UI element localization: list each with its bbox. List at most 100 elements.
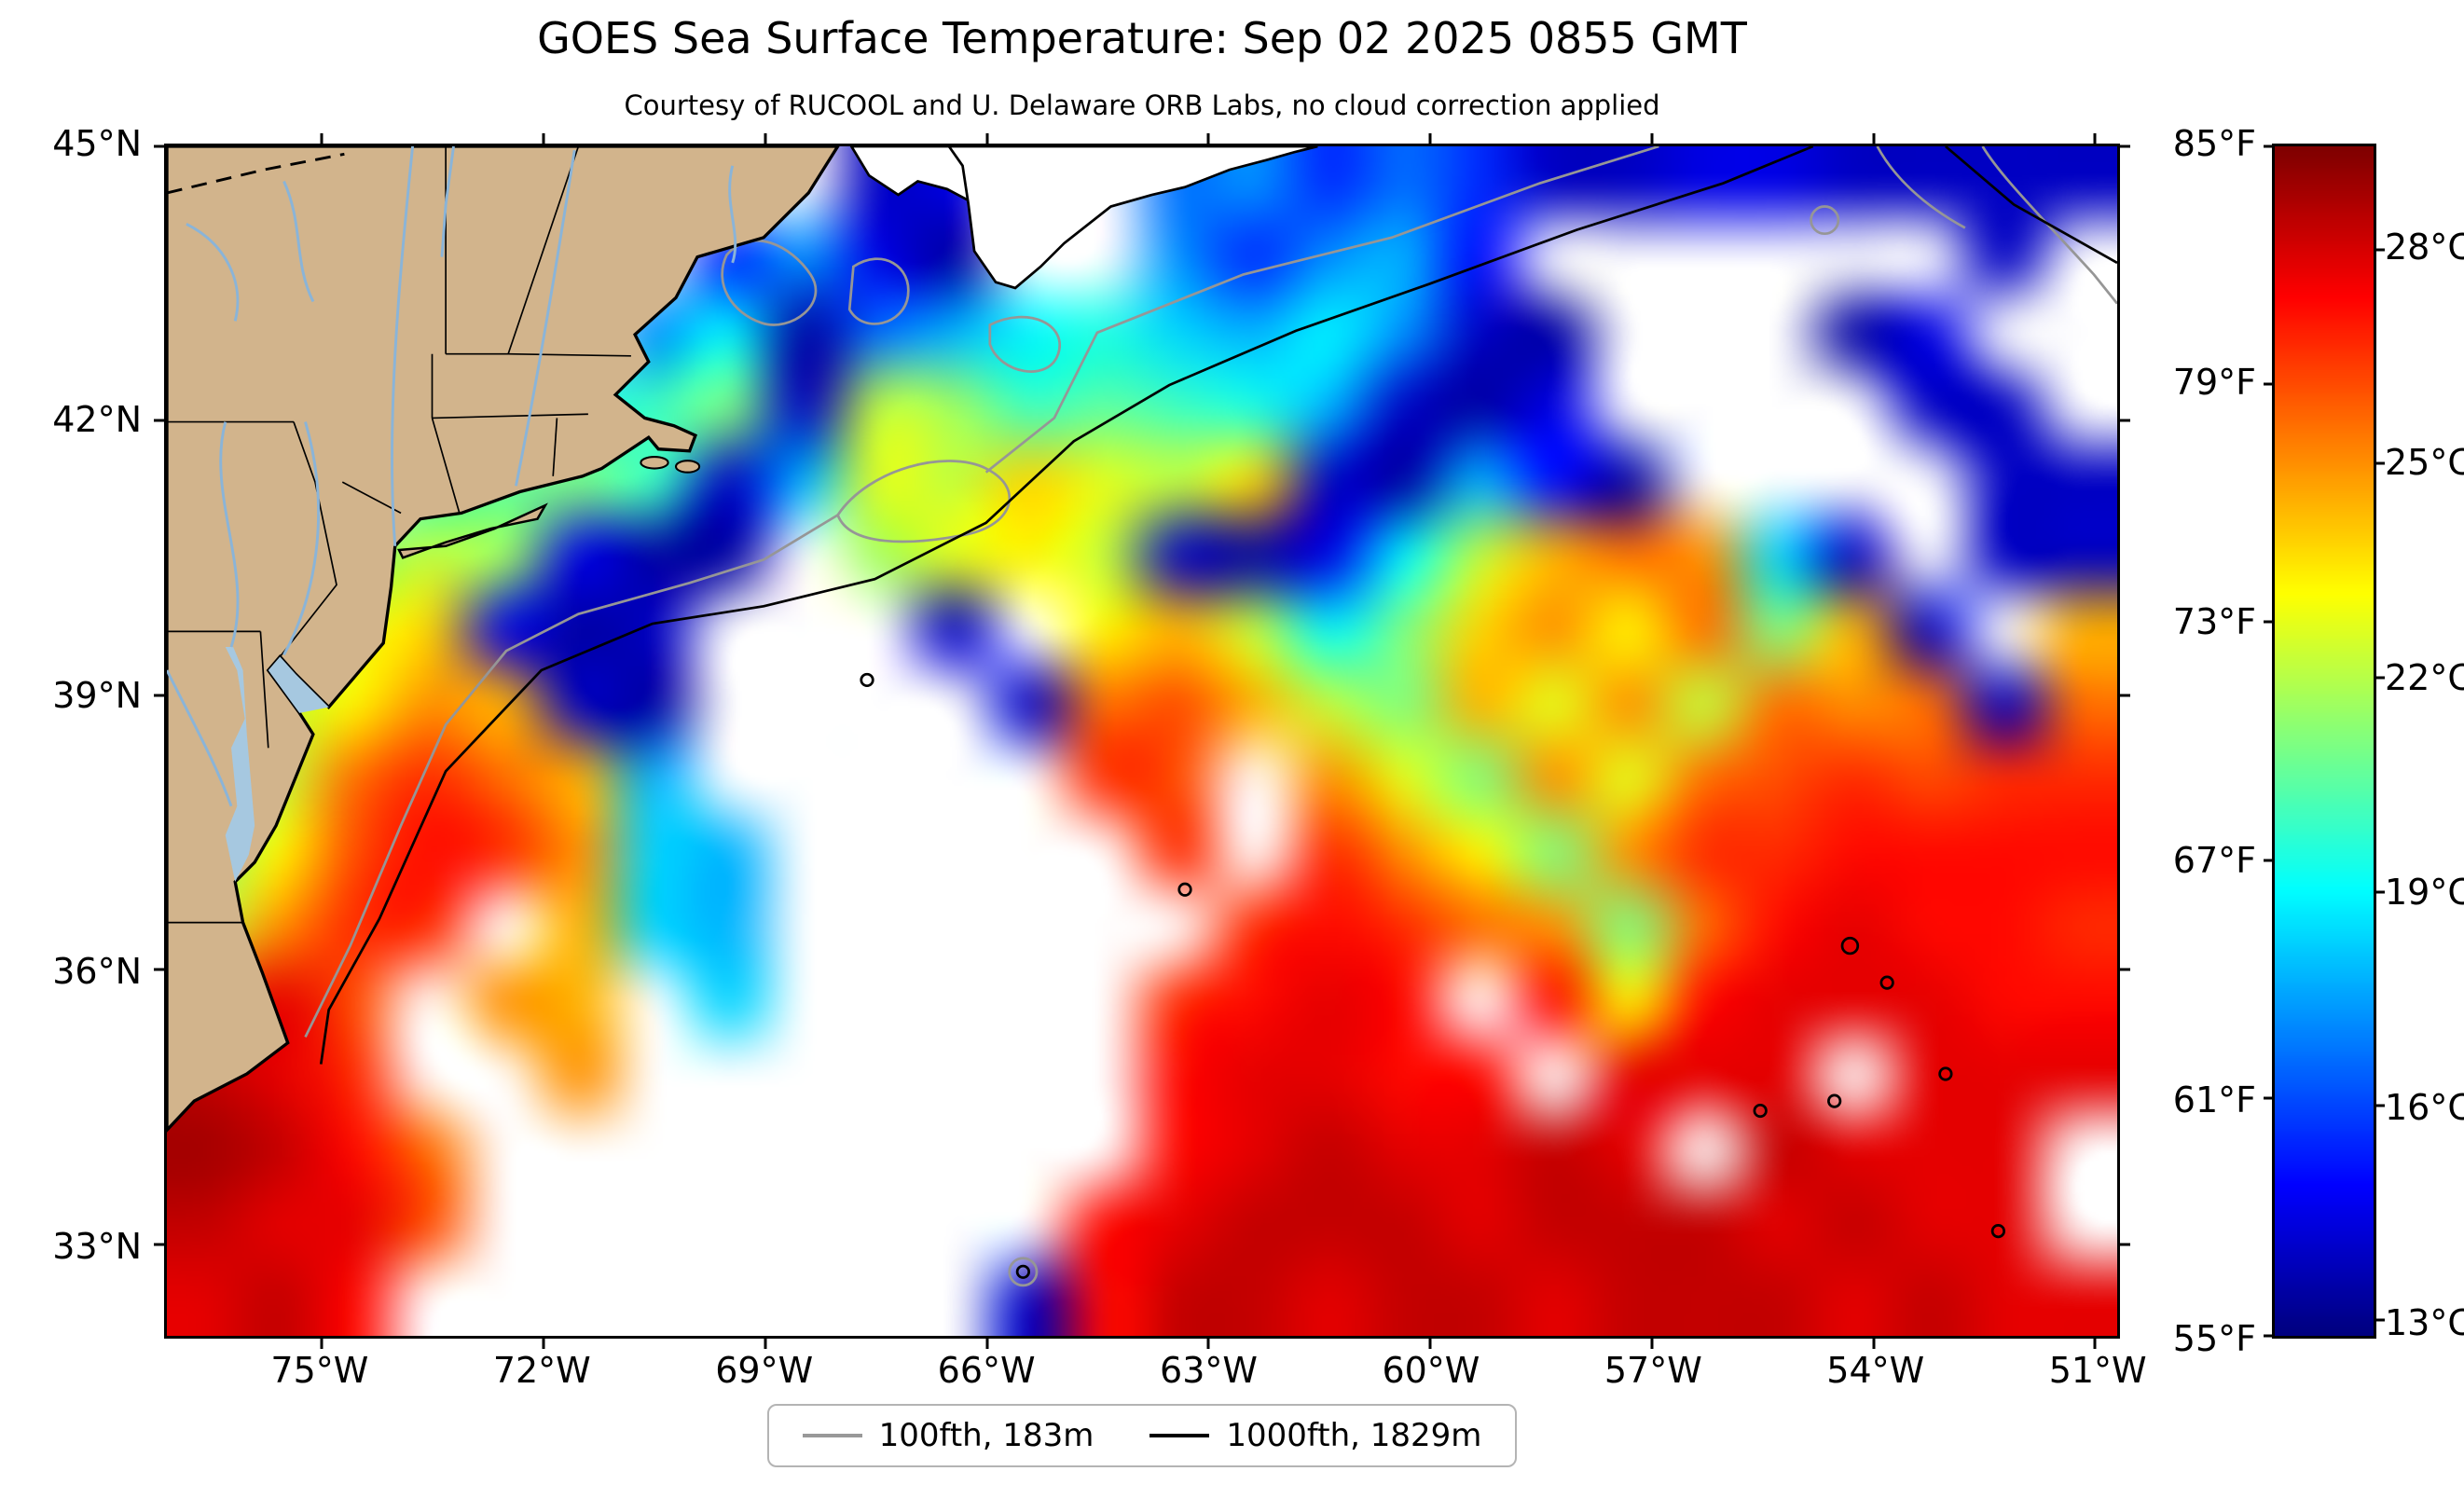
y-tick-mark-right bbox=[2117, 694, 2130, 697]
lake-champlain bbox=[440, 146, 455, 257]
colorbar-celsius-labels: 28°C 25°C 22°C 19°C 16°C 13°C bbox=[2385, 144, 2464, 1343]
bathymetry-contour-1000fth bbox=[319, 146, 2117, 1279]
x-tick-mark-top bbox=[1428, 133, 1432, 146]
y-tick-mark-left bbox=[154, 694, 167, 697]
map-overlay bbox=[167, 146, 2117, 1287]
colorbar-f-tick bbox=[2264, 1096, 2275, 1100]
us-mainland bbox=[167, 146, 840, 1133]
colorbar-f-label: 67°F bbox=[2172, 840, 2256, 882]
x-tick-label: 57°W bbox=[1604, 1350, 1702, 1391]
colorbar-f-label: 55°F bbox=[2172, 1318, 2256, 1359]
island-nantucket bbox=[674, 460, 701, 474]
map-plot-area bbox=[154, 133, 2130, 1349]
legend-item-100fth: 100fth, 183m bbox=[802, 1417, 1094, 1454]
legend-line-100fth-swatch bbox=[802, 1434, 862, 1437]
us-canada-border-dashed bbox=[167, 152, 345, 195]
colorbar-canvas bbox=[2275, 146, 2374, 1336]
legend-box: 100fth, 183m 1000fth, 1829m bbox=[766, 1404, 1518, 1467]
legend-label-1000fth: 1000fth, 1829m bbox=[1226, 1417, 1482, 1454]
y-tick-label: 36°N bbox=[52, 950, 142, 992]
x-tick-mark-top bbox=[985, 133, 989, 146]
x-tick-label: 66°W bbox=[937, 1350, 1036, 1391]
x-tick-mark-bottom bbox=[1872, 1336, 1875, 1349]
y-tick-mark-left bbox=[154, 1243, 167, 1246]
colorbar bbox=[2264, 144, 2385, 1339]
colorbar-c-label: 13°C bbox=[2385, 1301, 2464, 1343]
x-axis-labels: 75°W 72°W 69°W 66°W 63°W 60°W 57°W 54°W 51°W bbox=[164, 1350, 2146, 1398]
y-tick-mark-right bbox=[2117, 968, 2130, 971]
colorbar-c-label: 25°C bbox=[2385, 441, 2464, 483]
colorbar-f-label: 79°F bbox=[2172, 362, 2256, 404]
colorbar-c-label: 16°C bbox=[2385, 1087, 2464, 1129]
y-tick-mark-left bbox=[154, 144, 167, 148]
colorbar-c-tick bbox=[2374, 890, 2385, 894]
x-tick-mark-top bbox=[542, 133, 545, 146]
x-tick-label: 51°W bbox=[2048, 1350, 2147, 1391]
long-island bbox=[396, 502, 548, 559]
x-tick-mark-bottom bbox=[320, 1336, 323, 1349]
y-tick-mark-left bbox=[154, 968, 167, 971]
y-tick-mark-left bbox=[154, 419, 167, 422]
x-tick-mark-bottom bbox=[764, 1336, 767, 1349]
island-marthas-vineyard bbox=[640, 456, 669, 470]
x-tick-label: 69°W bbox=[715, 1350, 814, 1391]
hudson-river bbox=[391, 146, 415, 546]
x-tick-label: 54°W bbox=[1826, 1350, 1925, 1391]
rivers bbox=[167, 146, 737, 807]
nova-scotia-coast bbox=[947, 146, 1318, 290]
colorbar-f-tick bbox=[2264, 382, 2275, 386]
y-tick-mark-right bbox=[2117, 1243, 2130, 1246]
colorbar-c-label: 19°C bbox=[2385, 872, 2464, 914]
potomac-river bbox=[167, 669, 233, 807]
x-tick-mark-top bbox=[2093, 133, 2097, 146]
x-tick-mark-top bbox=[1872, 133, 1875, 146]
chart-subtitle: Courtesy of RUCOOL and U. Delaware ORB L… bbox=[624, 89, 1660, 121]
colorbar-c-tick bbox=[2374, 1104, 2385, 1107]
x-tick-mark-bottom bbox=[1206, 1336, 1210, 1349]
colorbar-c-tick bbox=[2374, 676, 2385, 680]
x-tick-mark-bottom bbox=[542, 1336, 545, 1349]
y-tick-mark-right bbox=[2117, 144, 2130, 148]
x-tick-mark-top bbox=[1650, 133, 1654, 146]
y-axis-labels: 45°N 42°N 39°N 36°N 33°N bbox=[0, 123, 149, 1339]
chart-title: GOES Sea Surface Temperature: Sep 02 202… bbox=[537, 13, 1747, 63]
x-tick-mark-bottom bbox=[1428, 1336, 1432, 1349]
x-tick-label: 60°W bbox=[1382, 1350, 1480, 1391]
colorbar-f-label: 61°F bbox=[2172, 1079, 2256, 1121]
legend-line-1000fth-swatch bbox=[1149, 1434, 1210, 1437]
x-tick-mark-bottom bbox=[1650, 1336, 1654, 1349]
colorbar-c-tick bbox=[2374, 248, 2385, 252]
y-tick-mark-right bbox=[2117, 419, 2130, 422]
x-tick-mark-top bbox=[764, 133, 767, 146]
x-tick-label: 72°W bbox=[492, 1350, 591, 1391]
susquehanna-river bbox=[219, 421, 240, 648]
chesapeake-bay bbox=[225, 647, 255, 882]
colorbar-f-tick bbox=[2264, 1334, 2275, 1338]
y-tick-label: 42°N bbox=[52, 398, 142, 440]
delaware-bay bbox=[268, 656, 329, 713]
colorbar-f-label: 73°F bbox=[2172, 600, 2256, 642]
colorbar-f-tick bbox=[2264, 620, 2275, 624]
x-tick-mark-bottom bbox=[985, 1336, 989, 1349]
connecticut-river bbox=[515, 149, 576, 487]
delaware-river bbox=[282, 421, 320, 656]
colorbar-f-tick bbox=[2264, 144, 2275, 148]
y-tick-label: 39°N bbox=[52, 674, 142, 716]
x-tick-mark-top bbox=[1206, 133, 1210, 146]
colorbar-f-tick bbox=[2264, 859, 2275, 862]
colorbar-f-label: 85°F bbox=[2172, 123, 2256, 164]
colorbar-fahrenheit-labels: 85°F 79°F 73°F 67°F 61°F 55°F bbox=[2126, 123, 2256, 1359]
colorbar-c-label: 28°C bbox=[2385, 227, 2464, 268]
y-tick-label: 33°N bbox=[52, 1226, 142, 1268]
y-tick-label: 45°N bbox=[52, 123, 142, 164]
x-tick-label: 63°W bbox=[1160, 1350, 1258, 1391]
legend-item-1000fth: 1000fth, 1829m bbox=[1149, 1417, 1481, 1454]
legend: 100fth, 183m 1000fth, 1829m bbox=[164, 1404, 2120, 1467]
colorbar-c-label: 22°C bbox=[2385, 656, 2464, 698]
colorbar-c-tick bbox=[2374, 1318, 2385, 1322]
x-tick-mark-bottom bbox=[2093, 1336, 2097, 1349]
land-us bbox=[167, 146, 840, 1133]
x-tick-label: 75°W bbox=[270, 1350, 369, 1391]
x-tick-mark-top bbox=[320, 133, 323, 146]
